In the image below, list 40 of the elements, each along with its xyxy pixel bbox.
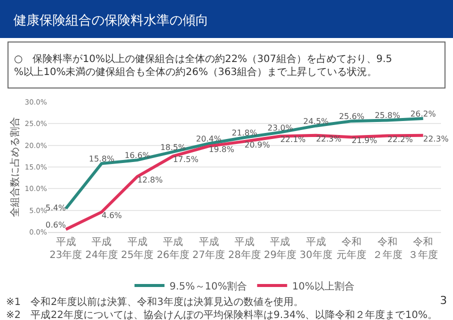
x-tick-label: 平成30年度 [300, 236, 332, 261]
x-tick-label: 平成26年度 [156, 236, 190, 261]
legend-label: 9.5%～10%割合 [170, 280, 248, 292]
data-label: 0.6% [46, 220, 66, 230]
x-tick-label: 平成28年度 [228, 236, 261, 261]
legend-label: 10%以上割合 [292, 280, 354, 292]
data-label: 4.6% [102, 211, 122, 220]
data-label: 17.5% [173, 155, 199, 164]
data-label: 5.4% [46, 204, 66, 213]
data-label: 21.8% [232, 128, 258, 138]
data-label: 21.9% [352, 136, 378, 146]
data-label: 25.6% [338, 112, 365, 122]
x-tick-label: 令和元年度 [336, 236, 367, 261]
data-label: 25.8% [374, 111, 401, 120]
x-tick-label: 平成29年度 [264, 236, 297, 261]
data-label: 12.8% [137, 176, 164, 185]
chart-subtitle: ○ 保険料率が10%以上の健保組合は全体の約22%（307組合）を占めており、9.5%以上10%未満の健保組合も全体の約26%（363組合）まで上昇している状況。 [14, 53, 392, 78]
data-label: 22.1% [280, 135, 306, 144]
data-label: 24.5% [303, 116, 330, 126]
data-label: 22.2% [387, 134, 414, 144]
text: ※1 令和2年度以前は決算、令和3年度は決算見込の数値を使用。 [6, 296, 304, 308]
text: ※2 平成22年度については、協会けんぽの平均保険料率は9.34%、以降令和２年度まで10%。 [6, 309, 438, 320]
data-label: 22.3% [423, 134, 449, 144]
x-tick-label: 平成27年度 [192, 236, 226, 261]
data-label: 26.2% [410, 109, 436, 118]
data-label: 18.5% [160, 142, 186, 152]
y-axis-title: 全組合数に占める割合 [8, 117, 21, 217]
x-tick-label: 令和３年度 [408, 236, 438, 261]
x-tick-label: 平成24年度 [85, 236, 118, 261]
data-label: 16.6% [124, 151, 150, 160]
x-tick-label: 平成23年度 [49, 236, 82, 261]
text: 3 [440, 294, 447, 307]
data-label: 20.9% [244, 140, 270, 150]
x-tick-label: 平成25年度 [120, 236, 154, 261]
data-label: 19.8% [208, 145, 235, 154]
data-label: 20.4% [196, 134, 222, 144]
chart-title: 健康保険組合の保険料水準の傾向 [14, 14, 209, 29]
data-label: 23.0% [268, 123, 294, 132]
x-tick-label: 令和２年度 [372, 236, 402, 261]
data-label: 15.8% [88, 154, 115, 164]
